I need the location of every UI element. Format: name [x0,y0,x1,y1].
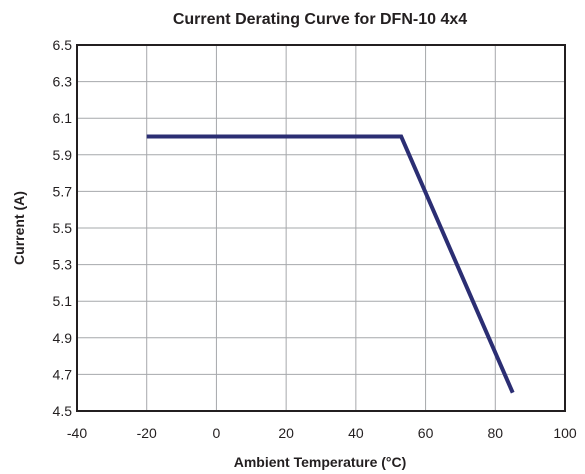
y-tick-label: 6.3 [53,74,73,90]
y-tick-label: 6.5 [53,37,73,53]
y-axis-label: Current (A) [11,191,27,265]
y-tick-label: 5.5 [53,220,73,236]
y-tick-label: 5.9 [53,147,73,163]
x-tick-label: 40 [348,425,364,441]
y-tick-label: 6.1 [53,110,73,126]
x-tick-label: 100 [553,425,577,441]
y-tick-label: 5.3 [53,257,73,273]
y-tick-labels: 4.5 4.7 4.9 5.1 5.3 5.5 5.7 5.9 6.1 6.3 6.5 [53,37,73,419]
y-tick-label: 4.7 [53,366,73,382]
series-layer [146,134,515,394]
series-line [146,134,515,394]
chart-title: Current Derating Curve for DFN-10 4x4 [173,11,467,28]
x-tick-label: -20 [137,425,157,441]
grid-lines [77,45,565,411]
x-tick-label: 60 [418,425,434,441]
x-tick-label: -40 [67,425,87,441]
plot-frame [76,44,566,412]
x-tick-label: 20 [278,425,294,441]
x-axis-label: Ambient Temperature (°C) [234,454,407,470]
y-tick-label: 5.1 [53,293,73,309]
y-tick-label: 5.7 [53,183,73,199]
x-tick-labels: -40 -20 0 20 40 60 80 100 [67,425,577,441]
x-tick-label: 80 [487,425,503,441]
y-tick-label: 4.5 [53,403,73,419]
x-tick-label: 0 [213,425,221,441]
y-tick-label: 4.9 [53,330,73,346]
